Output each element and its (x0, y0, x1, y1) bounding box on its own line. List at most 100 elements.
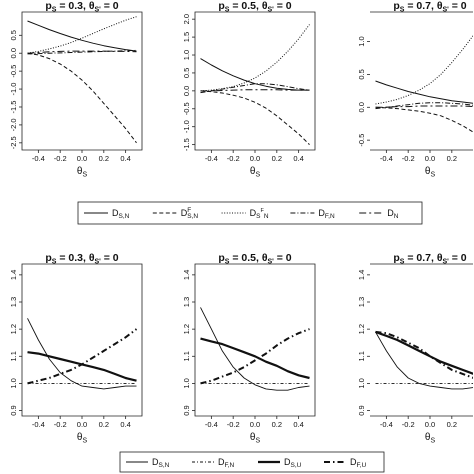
x-tick-label: 0.0 (250, 420, 260, 429)
plot-frame (370, 11, 473, 151)
legend-top: DS,N DF S,N DSFN DF,N DN (77, 201, 423, 225)
y-tick-label: -2.0 (9, 118, 18, 131)
series-line-d-n (27, 50, 137, 54)
legend-label: DN (387, 208, 399, 220)
series-line-d-s-f-n (27, 16, 137, 54)
legend-label: DS,N (112, 208, 130, 220)
chart-panel-5: pS = 0.5, θS' = 0 -0.4 -0.2 0.0 0.2 0.4 0.9 1.0… (182, 252, 316, 445)
x-tick-label: 0.2 (272, 420, 282, 429)
panel-title: pS = 0.5, θS' = 0 (218, 252, 291, 266)
chart-panel-3: pS = 0.7, θS' = 0 -0.4 -0.2 0.0 0.2 -0.5 0.0 0.… (357, 0, 473, 179)
y-tick-label: 0.9 (182, 405, 191, 415)
x-tick-label: 0.4 (120, 154, 130, 163)
series-group (27, 16, 137, 144)
x-tick-label: 0.2 (447, 420, 457, 429)
chart-panel-4: pS = 0.3, θS' = 0 -0.4 -0.2 0.0 0.2 0.4 0.9 1.0… (9, 252, 143, 445)
series-line-d-s-n (200, 58, 310, 91)
chart-panel-6: pS = 0.7, θS' = 0 -0.4 -0.2 0.0 0.2 0.9 1.0 1.1… (357, 252, 473, 445)
series-line-d-s-n (375, 331, 473, 390)
x-tick-label: -0.2 (227, 420, 240, 429)
series-line-d-s-u (200, 337, 310, 380)
y-tick-label: -2.5 (9, 136, 18, 149)
y-tick-label: 1.2 (357, 324, 366, 334)
legend-label: DSFN (250, 208, 269, 220)
x-axis-label: θS (250, 166, 261, 179)
y-tick-label: -1.0 (9, 83, 18, 96)
y-tick-label: 1.4 (182, 270, 191, 280)
x-axis-label: θS (250, 432, 261, 445)
x-tick-label: -0.4 (380, 420, 393, 429)
series-line-d-n (200, 89, 310, 92)
y-tick-label: -1.0 (182, 120, 191, 133)
x-tick-label: 0.4 (293, 420, 303, 429)
x-tick-label: -0.2 (402, 154, 415, 163)
x-tick-label: 0.4 (293, 154, 303, 163)
x-tick-label: -0.4 (32, 154, 45, 163)
plot-frame (194, 11, 316, 151)
y-tick-label: 0.9 (357, 405, 366, 415)
y-tick-label: 0.5 (182, 68, 191, 78)
y-tick-label: 0.5 (9, 30, 18, 40)
y-tick-label: 1.4 (9, 270, 18, 280)
series-line-d-f-n (375, 102, 473, 110)
plot-frame (370, 263, 473, 417)
series-line-d-f-u (200, 328, 310, 385)
plot-frame (21, 263, 143, 417)
series-group (375, 34, 473, 133)
series-line-d-s-n (27, 318, 137, 390)
series-line-d-s-n (375, 80, 473, 104)
y-tick-label: 1.4 (357, 270, 366, 280)
series-group (27, 318, 138, 390)
y-tick-label: -1.5 (182, 138, 191, 151)
legend-label: DF S,N (181, 207, 199, 220)
x-tick-label: 0.2 (99, 154, 109, 163)
series-line-d-n (375, 105, 473, 108)
legend-box (77, 201, 423, 225)
x-axis-label: θS (77, 432, 88, 445)
y-tick-label: 1.1 (182, 351, 191, 361)
series-line-d-s-f-n (375, 34, 473, 105)
series-group (375, 330, 473, 390)
x-tick-label: 0.0 (425, 420, 435, 429)
y-tick-label: 1.0 (357, 36, 366, 46)
x-tick-label: -0.4 (380, 154, 393, 163)
x-tick-label: -0.4 (205, 420, 218, 429)
y-tick-label: 0.0 (9, 48, 18, 58)
y-tick-label: 0.0 (182, 86, 191, 96)
x-tick-label: 0.4 (120, 420, 130, 429)
legend-bottom: DS,N DF,N DS,U DF,U (119, 451, 385, 473)
y-tick-label: 0.0 (357, 102, 366, 112)
y-tick-label: 1.0 (9, 378, 18, 388)
x-tick-label: -0.2 (54, 420, 67, 429)
chart-panel-2: pS = 0.5, θS' = 0 -0.4 -0.2 0.0 0.2 0.4 -1.5 -1… (182, 0, 316, 179)
chart-panel-1: pS = 0.3, θS' = 0 -0.4 -0.2 0.0 0.2 0.4 -2.5 -2… (9, 0, 143, 179)
legend-label: DS,N (152, 457, 170, 469)
x-tick-label: -0.2 (227, 154, 240, 163)
x-tick-label: -0.2 (402, 420, 415, 429)
y-tick-label: 1.0 (357, 378, 366, 388)
y-tick-label: 1.1 (357, 351, 366, 361)
y-tick-label: -1.5 (9, 101, 18, 114)
chart-panels: pS = 0.3, θS' = 0 -0.4 -0.2 0.0 0.2 0.4 -2.5 -2… (9, 0, 473, 445)
legend-label: DF,N (318, 208, 335, 220)
x-tick-label: -0.4 (205, 154, 218, 163)
series-line-d-s-u (375, 330, 473, 375)
x-axis-label: θS (77, 166, 88, 179)
series-line-d-f-u (375, 330, 473, 379)
series-line-d-f-n (200, 83, 310, 94)
series-line-d-f-s-n (200, 90, 310, 145)
series-group (200, 24, 310, 145)
y-tick-label: 0.5 (357, 69, 366, 79)
x-tick-label: 0.0 (77, 420, 87, 429)
y-tick-label: 1.1 (9, 351, 18, 361)
series-line-d-s-n (27, 20, 137, 52)
y-tick-label: 1.0 (182, 378, 191, 388)
series-group (200, 307, 310, 391)
x-axis-label: θS (425, 166, 436, 179)
y-tick-label: 1.3 (9, 297, 18, 307)
y-tick-label: 1.2 (9, 324, 18, 334)
panel-title: pS = 0.7, θS' = 0 (393, 0, 466, 14)
panel-title: pS = 0.3, θS' = 0 (45, 0, 118, 14)
legend-label: DF,U (350, 457, 367, 469)
